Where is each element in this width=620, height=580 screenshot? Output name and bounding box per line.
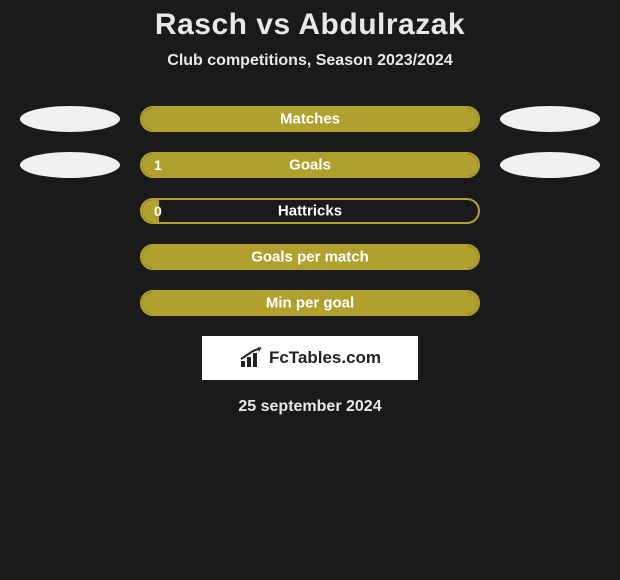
spacer	[20, 290, 120, 316]
chart-row: Goals per match	[0, 244, 620, 270]
stat-bar: 1Goals	[140, 152, 480, 178]
stat-label: Goals	[142, 157, 478, 174]
stat-label: Hattricks	[142, 203, 478, 220]
player-left-marker	[20, 152, 120, 178]
brand-chart-icon	[239, 347, 265, 369]
spacer	[500, 290, 600, 316]
stat-bar: Min per goal	[140, 290, 480, 316]
stat-bar: Goals per match	[140, 244, 480, 270]
page-title: Rasch vs Abdulrazak	[0, 8, 620, 42]
chart-row: 0Hattricks	[0, 198, 620, 224]
footer-date: 25 september 2024	[0, 398, 620, 416]
chart-row: Min per goal	[0, 290, 620, 316]
player-right-marker	[500, 106, 600, 132]
player-right-marker	[500, 152, 600, 178]
stat-label: Matches	[142, 111, 478, 128]
spacer	[500, 244, 600, 270]
brand-box: FcTables.com	[202, 336, 418, 380]
chart-row: Matches	[0, 106, 620, 132]
brand-text: FcTables.com	[269, 348, 381, 368]
stat-label: Goals per match	[142, 249, 478, 266]
chart-rows: Matches 1Goals 0Hattricks Goals per match Mi…	[0, 106, 620, 316]
player-left-marker	[20, 106, 120, 132]
stat-label: Min per goal	[142, 295, 478, 312]
comparison-infographic: Rasch vs Abdulrazak Club competitions, S…	[0, 0, 620, 416]
chart-row: 1Goals	[0, 152, 620, 178]
spacer	[20, 244, 120, 270]
stat-bar: 0Hattricks	[140, 198, 480, 224]
spacer	[500, 198, 600, 224]
page-subtitle: Club competitions, Season 2023/2024	[0, 52, 620, 70]
stat-bar: Matches	[140, 106, 480, 132]
spacer	[20, 198, 120, 224]
